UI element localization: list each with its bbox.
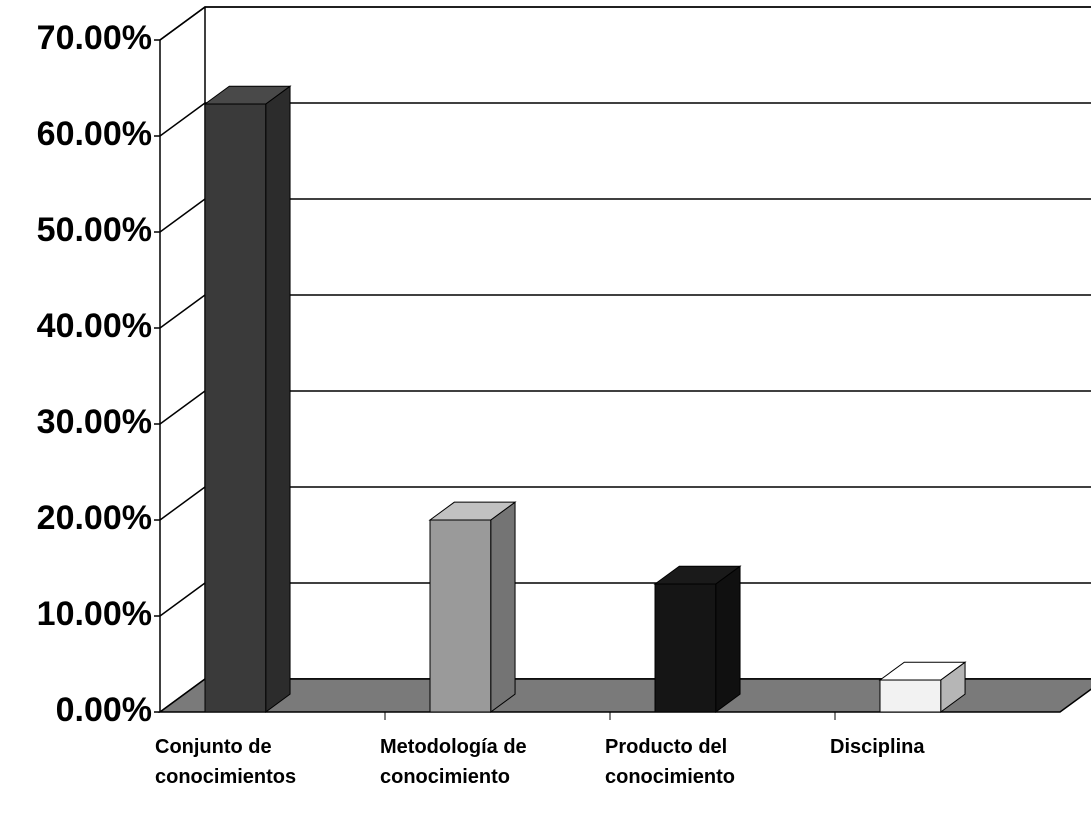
floor xyxy=(157,678,1091,713)
bar-side xyxy=(265,85,291,713)
y-tick-label: 60.00% xyxy=(37,115,152,153)
grid-line xyxy=(159,582,206,617)
back-wall xyxy=(204,6,1091,680)
y-tick-label: 10.00% xyxy=(37,595,152,633)
x-tick-label: Conjunto de conocimientos xyxy=(155,736,297,788)
y-tick-label: 20.00% xyxy=(37,499,152,537)
y-tick-label: 70.00% xyxy=(37,19,152,57)
bar-side xyxy=(715,565,741,713)
y-tick-label: 0.00% xyxy=(56,691,152,729)
x-tick-label: Metodología de conocimiento xyxy=(380,736,527,788)
bar-side xyxy=(490,501,516,713)
y-tick-label: 50.00% xyxy=(37,211,152,249)
x-tick-label: Producto del conocimiento xyxy=(605,736,736,788)
bar xyxy=(204,103,267,713)
grid-line xyxy=(159,6,206,41)
grid-line xyxy=(159,390,206,425)
grid-line xyxy=(159,486,206,521)
y-tick-label: 30.00% xyxy=(37,403,152,441)
bar xyxy=(429,519,492,713)
bar xyxy=(879,679,942,713)
grid-line xyxy=(159,294,206,329)
grid-line xyxy=(159,102,206,137)
x-tick-label: Disciplina xyxy=(830,736,925,758)
y-tick-label: 40.00% xyxy=(37,307,152,345)
bar xyxy=(654,583,717,713)
grid-line xyxy=(159,198,206,233)
